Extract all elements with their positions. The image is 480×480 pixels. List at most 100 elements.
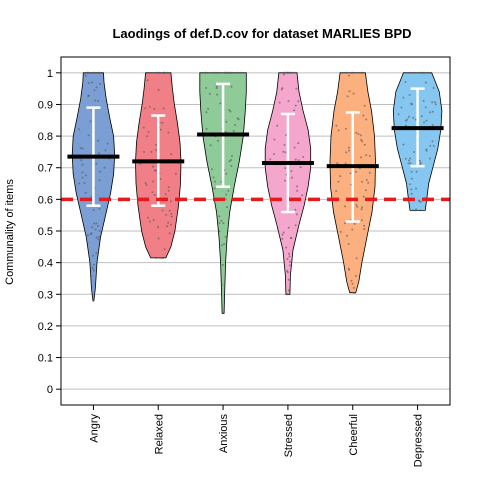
data-point: [288, 264, 291, 267]
data-point: [214, 71, 217, 74]
data-point: [355, 274, 357, 277]
data-point: [92, 71, 95, 74]
data-point: [95, 162, 98, 165]
y-tick-label: 1: [47, 68, 53, 80]
data-point: [408, 159, 410, 162]
data-point: [286, 258, 289, 260]
data-point: [156, 71, 159, 74]
data-point: [97, 225, 99, 227]
data-point: [93, 222, 96, 225]
data-point: [335, 124, 338, 127]
data-point: [367, 181, 370, 184]
data-point: [348, 149, 350, 152]
data-point: [153, 169, 156, 172]
data-point: [431, 110, 434, 113]
data-point: [151, 191, 154, 194]
y-tick-label: 0: [47, 384, 53, 396]
data-point: [143, 151, 145, 153]
data-point: [218, 230, 221, 233]
data-point: [281, 237, 284, 240]
data-point: [162, 256, 164, 259]
data-point: [224, 131, 227, 133]
data-point: [344, 205, 346, 208]
data-point: [291, 176, 293, 179]
data-point: [356, 205, 359, 208]
data-point: [290, 236, 293, 239]
data-point: [288, 71, 291, 74]
data-point: [339, 230, 342, 233]
data-point: [362, 114, 365, 117]
data-point: [226, 71, 229, 74]
data-point: [408, 71, 411, 74]
data-point: [294, 208, 297, 211]
data-point: [292, 71, 295, 74]
chart-title: Laodings of def.D.cov for dataset MARLIE…: [112, 26, 411, 41]
data-point: [221, 263, 224, 266]
data-point: [167, 131, 170, 134]
data-point: [154, 149, 157, 151]
data-point: [166, 225, 169, 228]
y-tick-label: 0.2: [38, 321, 53, 333]
data-point: [84, 74, 87, 77]
data-point: [228, 71, 231, 74]
data-point: [349, 172, 352, 175]
data-point: [344, 162, 347, 165]
data-point: [278, 101, 281, 104]
data-point: [412, 116, 415, 119]
data-point: [87, 82, 90, 84]
data-point: [157, 88, 160, 91]
data-point: [221, 244, 224, 247]
data-point: [159, 177, 162, 180]
data-point: [224, 235, 227, 238]
data-point: [301, 194, 304, 197]
violin-stressed: [261, 71, 314, 296]
data-point: [287, 226, 290, 229]
data-point: [347, 267, 350, 270]
data-point: [415, 170, 418, 173]
data-point: [273, 153, 275, 156]
data-point: [147, 216, 149, 219]
data-point: [418, 200, 421, 203]
data-point: [335, 190, 338, 192]
data-point: [227, 189, 230, 192]
data-point: [357, 133, 360, 135]
data-point: [230, 159, 233, 161]
data-point: [220, 219, 223, 222]
y-tick-label: 0.8: [38, 131, 53, 143]
data-point: [81, 147, 84, 150]
data-point: [419, 209, 422, 212]
data-point: [225, 193, 228, 196]
data-point: [146, 135, 149, 138]
data-point: [230, 164, 233, 167]
data-point: [337, 129, 340, 132]
data-point: [97, 152, 100, 155]
data-point: [295, 213, 298, 216]
data-point: [363, 224, 366, 227]
data-point: [225, 172, 228, 175]
data-point: [94, 99, 97, 102]
data-point: [99, 170, 101, 173]
gridlines: [61, 72, 450, 390]
data-point: [347, 243, 350, 245]
data-point: [92, 254, 95, 257]
data-point: [282, 150, 285, 153]
data-point: [397, 113, 400, 116]
data-point: [418, 159, 421, 162]
data-point: [91, 81, 94, 84]
data-point: [235, 71, 238, 74]
data-point: [168, 209, 171, 212]
data-point: [420, 200, 422, 203]
data-point: [150, 150, 153, 153]
data-point: [353, 222, 356, 225]
data-point: [428, 157, 431, 160]
x-tick-label-angry: Angry: [88, 414, 100, 443]
data-point: [204, 71, 207, 74]
data-point: [152, 180, 155, 183]
data-point: [218, 222, 221, 224]
data-point: [288, 260, 291, 263]
data-point: [167, 189, 170, 192]
violin-cheerful: [326, 71, 379, 294]
data-point: [216, 93, 219, 96]
data-point: [212, 176, 215, 179]
data-point: [90, 275, 93, 277]
